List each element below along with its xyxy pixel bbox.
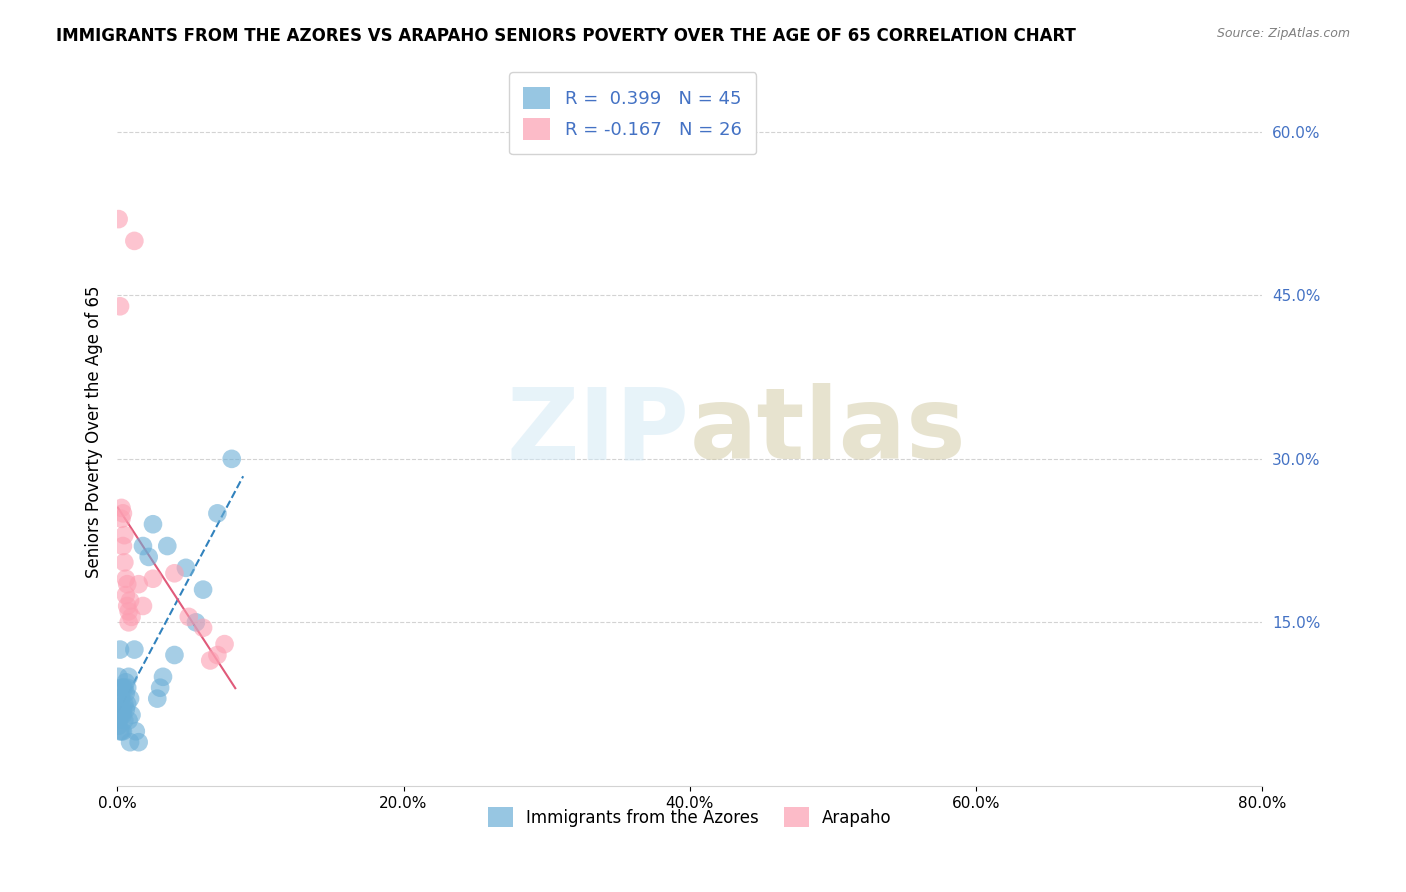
Point bbox=[121, 708, 143, 723]
Point bbox=[121, 610, 143, 624]
Point bbox=[107, 212, 129, 227]
Point bbox=[111, 506, 134, 520]
Point bbox=[132, 599, 155, 613]
Point bbox=[111, 681, 134, 695]
Point bbox=[110, 691, 132, 706]
Point bbox=[124, 234, 146, 248]
Point bbox=[142, 572, 165, 586]
Y-axis label: Seniors Poverty Over the Age of 65: Seniors Poverty Over the Age of 65 bbox=[86, 285, 103, 578]
Point bbox=[110, 708, 132, 723]
Point bbox=[124, 642, 146, 657]
Text: Source: ZipAtlas.com: Source: ZipAtlas.com bbox=[1216, 27, 1350, 40]
Point bbox=[174, 561, 197, 575]
Point bbox=[115, 599, 138, 613]
Point bbox=[112, 697, 135, 711]
Point bbox=[128, 735, 150, 749]
Point bbox=[146, 691, 169, 706]
Point bbox=[114, 675, 136, 690]
Point bbox=[138, 549, 160, 564]
Point bbox=[207, 506, 229, 520]
Point bbox=[108, 642, 131, 657]
Point bbox=[117, 615, 139, 630]
Point bbox=[112, 714, 135, 728]
Point bbox=[120, 691, 142, 706]
Point bbox=[115, 577, 138, 591]
Point bbox=[221, 451, 243, 466]
Point bbox=[108, 702, 131, 716]
Point bbox=[114, 572, 136, 586]
Point bbox=[107, 714, 129, 728]
Point bbox=[115, 681, 138, 695]
Point bbox=[110, 724, 132, 739]
Text: atlas: atlas bbox=[690, 383, 966, 480]
Point bbox=[149, 681, 172, 695]
Text: IMMIGRANTS FROM THE AZORES VS ARAPAHO SENIORS POVERTY OVER THE AGE OF 65 CORRELA: IMMIGRANTS FROM THE AZORES VS ARAPAHO SE… bbox=[56, 27, 1076, 45]
Point bbox=[117, 604, 139, 618]
Point bbox=[112, 528, 135, 542]
Point bbox=[111, 539, 134, 553]
Point bbox=[128, 577, 150, 591]
Point bbox=[107, 691, 129, 706]
Text: ZIP: ZIP bbox=[508, 383, 690, 480]
Point bbox=[177, 610, 200, 624]
Point bbox=[120, 735, 142, 749]
Point bbox=[115, 697, 138, 711]
Point bbox=[110, 500, 132, 515]
Point bbox=[152, 670, 174, 684]
Point bbox=[117, 670, 139, 684]
Point bbox=[156, 539, 179, 553]
Point bbox=[163, 648, 186, 662]
Point bbox=[191, 582, 214, 597]
Point bbox=[108, 691, 131, 706]
Point bbox=[114, 686, 136, 700]
Point bbox=[184, 615, 207, 630]
Point bbox=[214, 637, 236, 651]
Point bbox=[108, 299, 131, 313]
Point bbox=[114, 588, 136, 602]
Point bbox=[112, 681, 135, 695]
Point bbox=[125, 724, 148, 739]
Point bbox=[111, 724, 134, 739]
Point bbox=[120, 593, 142, 607]
Point bbox=[117, 714, 139, 728]
Point bbox=[142, 517, 165, 532]
Point bbox=[132, 539, 155, 553]
Point bbox=[114, 702, 136, 716]
Point bbox=[112, 555, 135, 569]
Legend: Immigrants from the Azores, Arapaho: Immigrants from the Azores, Arapaho bbox=[481, 800, 898, 834]
Point bbox=[108, 724, 131, 739]
Point bbox=[111, 708, 134, 723]
Point bbox=[163, 566, 186, 581]
Point bbox=[191, 621, 214, 635]
Point bbox=[111, 702, 134, 716]
Point bbox=[200, 653, 222, 667]
Point bbox=[207, 648, 229, 662]
Point bbox=[110, 681, 132, 695]
Point bbox=[110, 512, 132, 526]
Point bbox=[107, 719, 129, 733]
Point bbox=[107, 670, 129, 684]
